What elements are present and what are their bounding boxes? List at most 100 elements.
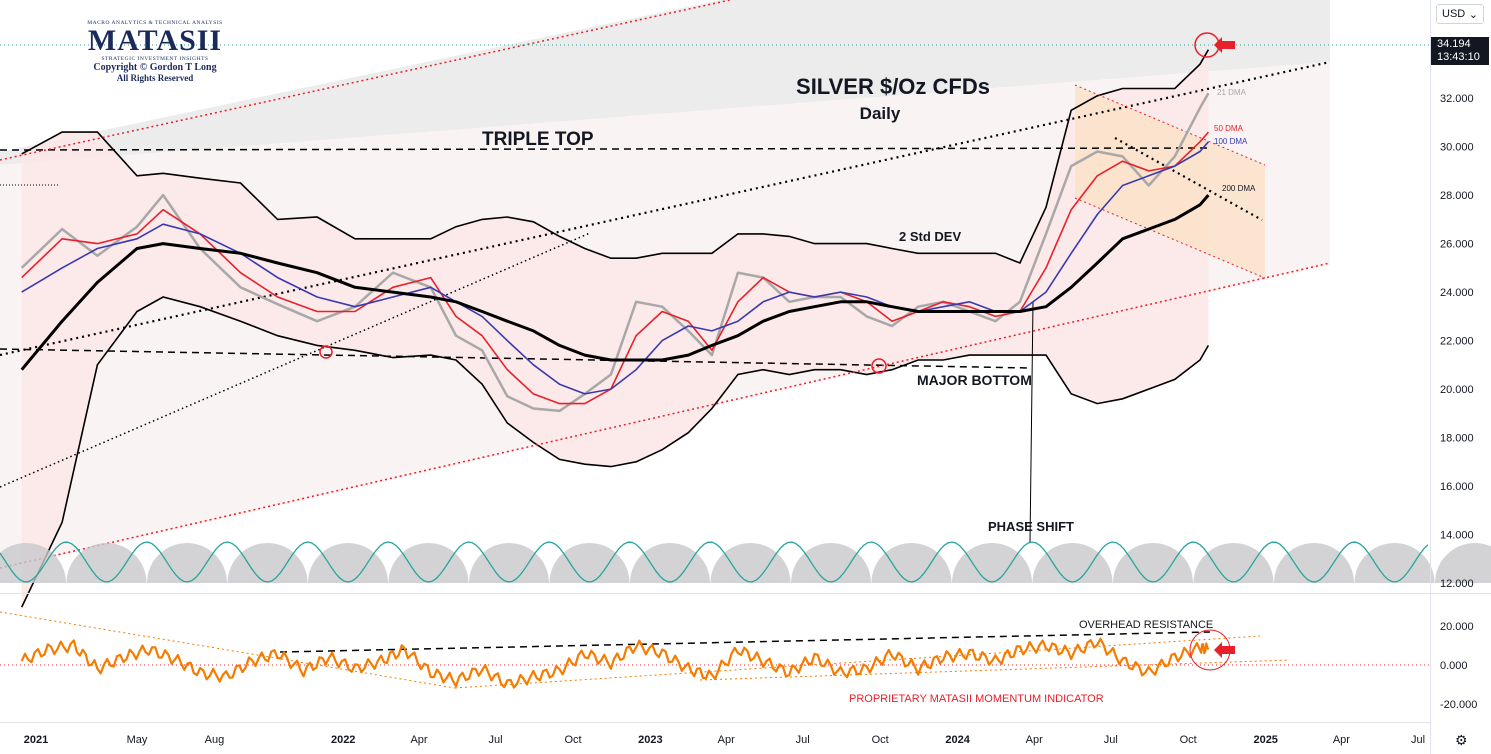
gear-icon[interactable]: ⚙ [1455, 732, 1468, 748]
x-tick-label: 2021 [24, 734, 48, 746]
cycle-arc [1274, 543, 1354, 583]
cycle-arc [952, 543, 1032, 583]
currency-label: USD [1442, 8, 1466, 20]
indicator-tick-label: 0.000 [1440, 660, 1468, 672]
indicator-tick-label: 20.000 [1440, 621, 1474, 633]
y-tick-label: 12.000 [1440, 578, 1474, 590]
indicator-label: PROPRIETARY MATASII MOMENTUM INDICATOR [849, 693, 1104, 705]
desc-channel-bottom [1074, 197, 1266, 279]
x-tick-label: Apr [718, 734, 735, 746]
bollinger-band-layer [20, 49, 1265, 608]
x-tick-label: Aug [205, 734, 225, 746]
y-tick-label: 20.000 [1440, 384, 1474, 396]
bottom-circle-1 [319, 345, 333, 359]
momentum-indicator-layer [0, 611, 1430, 689]
indicator-arrow-icon [1214, 642, 1235, 658]
logo-name: MATASII [87, 24, 223, 57]
dotted-trend-line [0, 60, 1331, 357]
cycle-arc [549, 543, 630, 583]
series-line-3 [20, 194, 1210, 371]
triple-top-label: TRIPLE TOP [482, 129, 594, 150]
cycle-arc [1354, 543, 1435, 583]
cycle-arc [1193, 543, 1274, 583]
dma200-label: 200 DMA [1222, 184, 1256, 193]
countdown-value: 13:43:10 [1437, 51, 1480, 63]
major-bottom-label: MAJOR BOTTOM [917, 372, 1032, 388]
upper-channel-region [0, 0, 1330, 165]
chart-title: SILVER $/Oz CFDs [796, 74, 990, 99]
x-tick-label: Jul [1104, 734, 1118, 746]
series-line-1 [21, 131, 1210, 405]
y-tick-label: 30.000 [1440, 142, 1474, 154]
cycle-arc [308, 543, 388, 583]
cycle-arc [630, 543, 710, 583]
x-tick-label: Apr [410, 734, 427, 746]
band-fill [21, 49, 1209, 608]
x-tick-label: 2022 [331, 734, 355, 746]
phase-shift-line [1029, 301, 1034, 543]
x-tick-label: Jul [1411, 734, 1425, 746]
cycle-arc [871, 543, 952, 583]
x-tick-label: May [127, 734, 148, 746]
y-tick-label: 18.000 [1440, 433, 1474, 445]
cycle-arc [66, 543, 147, 583]
indicator-line [20, 637, 1210, 689]
descending-channel-fill [1075, 85, 1265, 278]
lower-band-line [20, 296, 1210, 608]
cycle-arc [227, 543, 308, 583]
cycle-arc [710, 543, 791, 583]
cycle-arc [791, 543, 871, 583]
x-tick-label: Jul [796, 734, 810, 746]
logo-tagline-top: MACRO ANALYTICS & TECHNICAL ANALYSIS [87, 20, 223, 26]
chevron-down-icon: ⌄ [1468, 8, 1478, 21]
x-tick-label: Jul [488, 734, 502, 746]
y-tick-label: 14.000 [1440, 530, 1474, 542]
indicator-tick-label: -20.000 [1440, 699, 1477, 711]
cycle-arc [1113, 543, 1193, 583]
last-price-value: 34.194 [1437, 38, 1471, 50]
dma21-label: 21 DMA [1217, 88, 1247, 97]
x-tick-label: 2023 [638, 734, 662, 746]
indicator-trend-3 [699, 659, 1291, 681]
moving-averages-layer [20, 32, 1235, 413]
y-tick-label: 24.000 [1440, 287, 1474, 299]
std-dev-label: 2 Std DEV [899, 229, 961, 244]
short-dotted-line [1114, 137, 1263, 221]
currency-selector[interactable]: USD ⌄ [1436, 4, 1484, 24]
series-line-0 [20, 92, 1210, 413]
logo-copyright: Copyright © Gordon T Long [93, 62, 217, 73]
bottom-circle-2 [871, 358, 887, 374]
x-tick-label: 2025 [1253, 734, 1277, 746]
major-bottom-line [0, 348, 1031, 369]
x-tick-label: Oct [564, 734, 581, 746]
cycle-arc [1435, 543, 1491, 583]
phase-shift-label: PHASE SHIFT [988, 519, 1074, 534]
matasii-logo: MACRO ANALYTICS & TECHNICAL ANALYSIS MAT… [72, 20, 238, 83]
dma50-label: 50 DMA [1214, 124, 1244, 133]
triple-top-line [0, 147, 1211, 151]
x-tick-label: Apr [1333, 734, 1350, 746]
y-tick-label: 32.000 [1440, 93, 1474, 105]
y-tick-label: 16.000 [1440, 481, 1474, 493]
dma100-label: 100 DMA [1214, 137, 1248, 146]
x-tick-label: 2024 [945, 734, 970, 746]
red-arrow-icon [1214, 37, 1235, 53]
cycle-arc [1032, 543, 1113, 583]
y-tick-label: 26.000 [1440, 239, 1474, 251]
x-tick-label: Apr [1026, 734, 1043, 746]
chart-subtitle: Daily [860, 104, 901, 123]
cycle-arc [388, 543, 469, 583]
desc-channel-top [1074, 84, 1266, 166]
cycle-arc [147, 543, 227, 583]
indicator-trend-1 [0, 611, 456, 689]
logo-rights: All Rights Reserved [116, 73, 194, 83]
trend-lines-layer [0, 0, 1430, 569]
last-price-tag: 34.194 13:43:10 [1431, 37, 1489, 65]
upper-band-line [21, 49, 1210, 265]
y-tick-label: 28.000 [1440, 190, 1474, 202]
y-tick-label: 22.000 [1440, 336, 1474, 348]
series-line-2 [21, 141, 1210, 395]
x-tick-label: Oct [1180, 734, 1197, 746]
